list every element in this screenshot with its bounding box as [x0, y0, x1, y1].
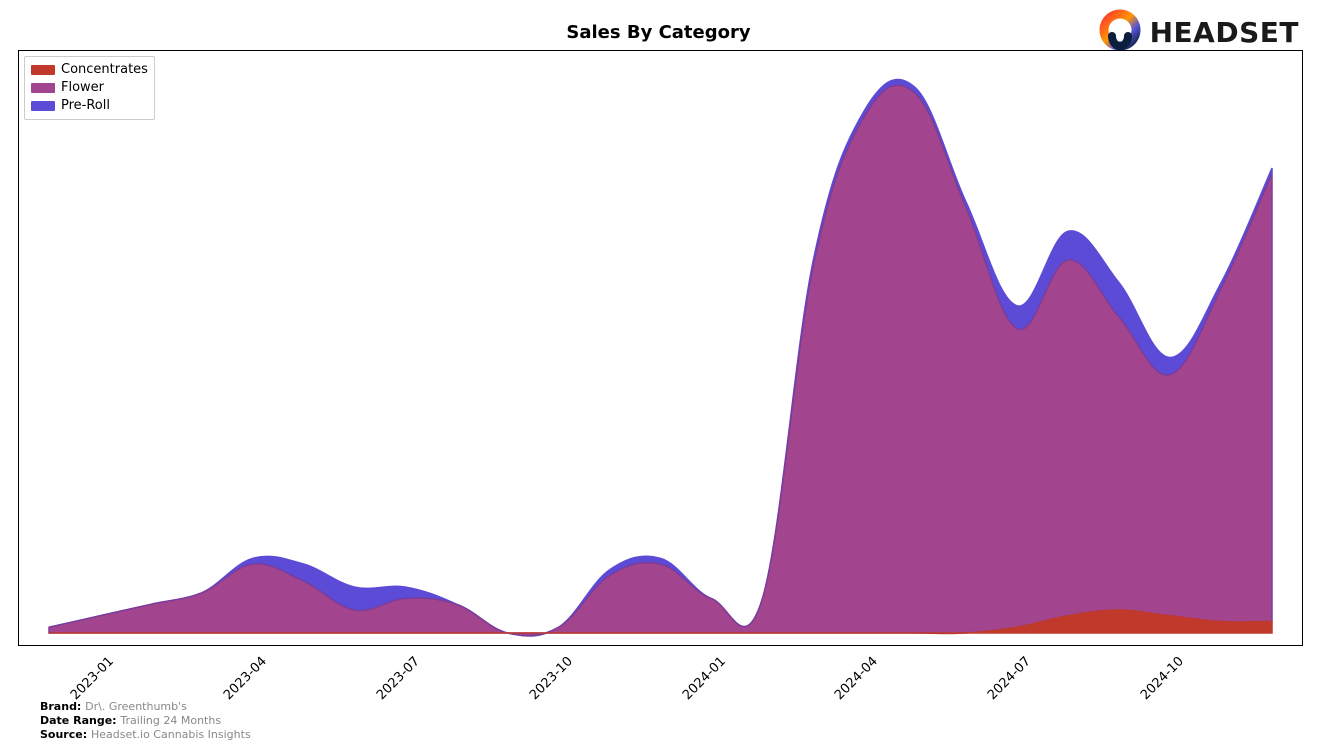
brand-logo: HEADSET: [1098, 8, 1299, 56]
meta-line: Brand: Dr\. Greenthumb's: [40, 700, 251, 714]
legend-swatch: [31, 101, 55, 111]
legend-label: Pre-Roll: [61, 97, 110, 115]
meta-line: Date Range: Trailing 24 Months: [40, 714, 251, 728]
meta-label: Brand:: [40, 700, 85, 713]
legend-swatch: [31, 83, 55, 93]
area-flower: [49, 85, 1272, 636]
legend-label: Flower: [61, 79, 104, 97]
x-tick-label: 2023-01: [68, 654, 117, 703]
chart-metadata: Brand: Dr\. Greenthumb'sDate Range: Trai…: [40, 700, 251, 742]
brand-logo-text: HEADSET: [1150, 16, 1299, 49]
x-tick-label: 2024-04: [832, 654, 881, 703]
meta-label: Source:: [40, 728, 91, 741]
x-tick-label: 2024-01: [679, 654, 728, 703]
legend-label: Concentrates: [61, 61, 148, 79]
legend-item-pre-roll: Pre-Roll: [31, 97, 148, 115]
legend-item-flower: Flower: [31, 79, 148, 97]
x-tick-label: 2023-10: [527, 654, 576, 703]
x-tick-label: 2023-04: [221, 654, 270, 703]
stacked-area-chart: [19, 51, 1302, 645]
meta-value: Headset.io Cannabis Insights: [91, 728, 251, 741]
legend-swatch: [31, 65, 55, 75]
legend-item-concentrates: Concentrates: [31, 61, 148, 79]
legend: ConcentratesFlowerPre-Roll: [24, 56, 155, 120]
meta-line: Source: Headset.io Cannabis Insights: [40, 728, 251, 742]
x-tick-label: 2024-07: [985, 654, 1034, 703]
meta-value: Trailing 24 Months: [120, 714, 221, 727]
meta-value: Dr\. Greenthumb's: [85, 700, 187, 713]
x-tick-label: 2024-10: [1138, 654, 1187, 703]
plot-area: [18, 50, 1303, 646]
headset-logo-icon: [1098, 8, 1142, 56]
meta-label: Date Range:: [40, 714, 120, 727]
x-tick-label: 2023-07: [374, 654, 423, 703]
